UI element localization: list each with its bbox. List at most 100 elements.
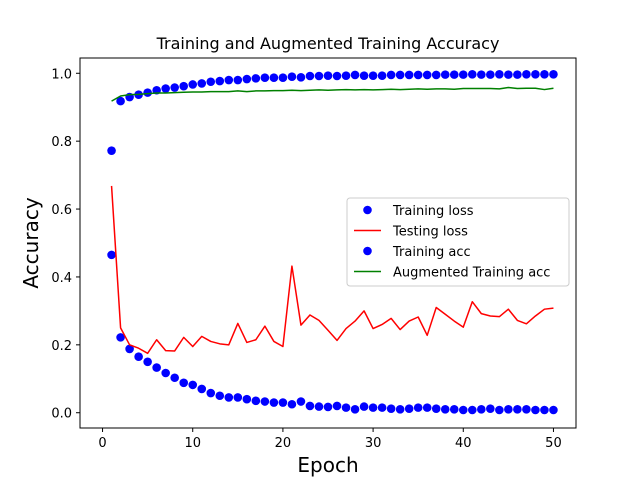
training-loss-point: [458, 405, 468, 415]
legend-label-training-acc: Training acc: [392, 245, 471, 260]
training-acc-point: [206, 77, 216, 87]
training-acc-point: [116, 96, 125, 106]
training-acc-point: [170, 83, 179, 92]
training-loss-point: [134, 352, 143, 362]
training-acc-point: [477, 70, 486, 79]
training-acc-point: [161, 84, 170, 93]
training-acc-point: [332, 71, 342, 81]
x-tick-label: 20: [275, 436, 292, 451]
training-acc-point: [143, 88, 152, 97]
training-loss-point: [251, 396, 261, 406]
y-tick-label: 0.4: [51, 271, 72, 286]
training-loss-point: [188, 380, 198, 390]
training-acc-point: [467, 69, 477, 79]
training-acc-point: [323, 71, 333, 80]
y-axis-label: Accuracy: [19, 197, 43, 288]
training-acc-point: [531, 69, 540, 79]
training-acc-point: [458, 70, 468, 79]
training-acc-point: [287, 72, 297, 81]
training-loss-point: [486, 404, 495, 413]
training-loss-point: [440, 405, 450, 414]
x-tick-label: 30: [365, 436, 382, 451]
y-tick-label: 0.6: [51, 203, 72, 218]
y-tick-label: 0.2: [51, 339, 72, 354]
plot-area: [107, 69, 558, 415]
training-acc-point: [486, 70, 495, 79]
training-acc-point: [386, 70, 396, 80]
training-loss-point: [296, 397, 306, 406]
y-tick-label: 0.0: [51, 407, 72, 422]
training-loss-point: [152, 363, 161, 372]
training-acc-point: [431, 70, 441, 80]
training-loss-point: [495, 405, 504, 415]
training-loss-point: [116, 333, 125, 342]
chart-title: Training and Augmented Training Accuracy: [156, 34, 500, 53]
training-acc-point: [278, 73, 288, 82]
training-acc-point: [251, 74, 261, 83]
training-acc-point: [296, 73, 306, 82]
training-acc-point: [522, 69, 531, 79]
training-acc-point: [107, 146, 116, 155]
training-loss-point: [179, 378, 189, 388]
legend-box: [346, 197, 570, 287]
training-loss-point: [377, 403, 387, 412]
training-acc-point: [314, 71, 324, 81]
training-loss-point: [531, 405, 540, 415]
training-loss-point: [386, 404, 396, 413]
training-acc-point: [224, 75, 234, 85]
training-loss-point: [350, 405, 360, 414]
training-loss-point: [314, 402, 324, 411]
x-tick-label: 50: [545, 436, 562, 451]
training-loss-point: [395, 405, 405, 414]
legend-swatch-training-acc: [363, 246, 372, 256]
training-acc-point: [359, 71, 369, 80]
training-acc-point: [188, 80, 198, 89]
training-acc-point: [549, 69, 558, 79]
training-acc-point: [504, 70, 513, 79]
legend-label-training-loss: Training loss: [392, 204, 474, 219]
training-acc-point: [513, 70, 522, 79]
legend-label-augmented-training-acc: Augmented Training acc: [393, 266, 550, 281]
training-loss-point: [522, 405, 531, 414]
training-loss-point: [224, 393, 234, 402]
training-acc-point: [260, 73, 270, 82]
training-loss-point: [504, 405, 513, 414]
x-tick-label: 40: [455, 436, 472, 451]
training-acc-point: [440, 70, 450, 79]
training-loss-point: [143, 357, 152, 367]
training-acc-point: [215, 76, 225, 86]
training-acc-point: [269, 73, 279, 82]
training-loss-point: [278, 398, 288, 407]
training-loss-point: [197, 384, 207, 394]
training-loss-point: [404, 404, 414, 413]
training-loss-point: [368, 403, 378, 412]
training-loss-point: [477, 405, 486, 414]
training-loss-point: [125, 344, 134, 354]
training-loss-point: [269, 398, 279, 407]
training-acc-point: [395, 70, 405, 80]
training-acc-point: [495, 69, 504, 79]
legend-swatch-training-loss: [363, 205, 372, 215]
legend-label-testing-loss: Testing loss: [392, 225, 468, 240]
training-loss-point: [332, 401, 342, 411]
training-loss-point: [540, 405, 549, 415]
training-loss-point: [242, 394, 252, 404]
y-tick-label: 1.0: [51, 67, 72, 82]
training-acc-point: [540, 69, 549, 79]
training-loss-point: [161, 368, 170, 378]
plot-frame: [79, 57, 577, 429]
training-loss-point: [513, 405, 522, 414]
training-acc-point: [449, 70, 459, 79]
x-axis-label: Epoch: [297, 453, 358, 477]
x-tick-label: 0: [98, 436, 106, 451]
training-loss-point: [233, 393, 243, 402]
training-loss-point: [449, 405, 459, 414]
y-tick-label: 0.8: [51, 135, 72, 150]
training-loss-point: [287, 399, 297, 409]
training-loss-point: [422, 403, 432, 412]
training-acc-point: [413, 70, 423, 80]
training-loss-point: [549, 405, 558, 415]
training-loss-point: [359, 402, 369, 411]
legend: Training loss Testing loss Training acc Aug…: [346, 197, 570, 287]
